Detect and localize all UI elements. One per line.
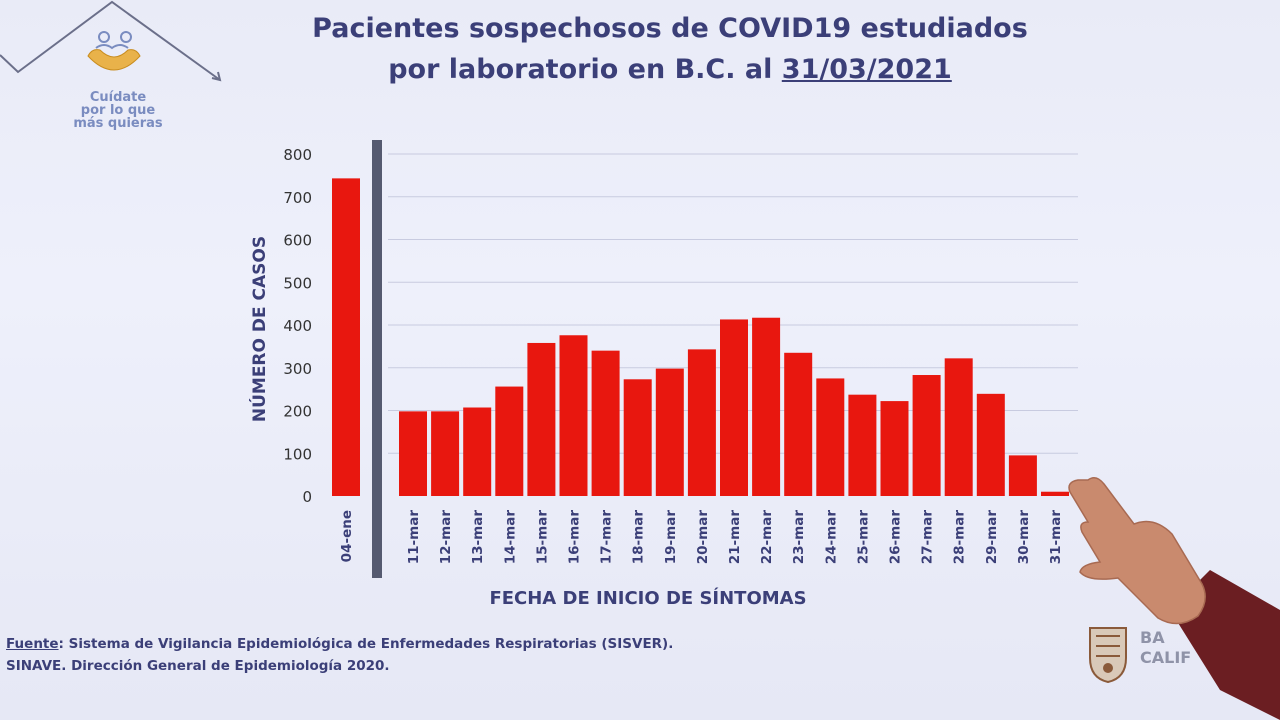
y-tick-label: 500 [283, 274, 312, 292]
y-tick-label: 0 [302, 488, 312, 506]
x-tick-label: 23-mar [791, 510, 807, 565]
y-tick-label: 400 [283, 317, 312, 335]
state-seal-icon [1089, 627, 1127, 684]
bar-29-mar [976, 393, 1005, 496]
bar-24-mar [816, 378, 845, 496]
brand-line-1: BA [1140, 628, 1165, 647]
tagline: Cuídate por lo que más quieras [58, 91, 178, 130]
bar-22-mar [752, 317, 781, 496]
x-tick-label: 13-mar [470, 510, 486, 565]
tagline-line-2: por lo que [80, 103, 156, 118]
x-tick-label: 25-mar [855, 510, 871, 565]
bar-23-mar [784, 352, 813, 496]
x-tick-label: 26-mar [888, 510, 904, 565]
x-tick-label: 18-mar [631, 510, 647, 565]
x-tick-label: 12-mar [438, 510, 454, 565]
bar-16-mar [559, 335, 588, 496]
source-note: Fuente: Sistema de Vigilancia Epidemioló… [6, 633, 673, 677]
tagline-line-3: más quieras [73, 116, 163, 131]
bar-17-mar [591, 350, 620, 496]
x-tick-label: 11-mar [406, 510, 422, 565]
x-tick-label: 19-mar [663, 510, 679, 565]
bar-04-ene [332, 178, 360, 496]
heart-hands-logo-icon [0, 0, 222, 82]
bar-26-mar [880, 401, 909, 496]
x-tick-label: 15-mar [534, 510, 550, 565]
x-tick-label: 30-mar [1016, 510, 1032, 565]
y-axis-label: NÚMERO DE CASOS [248, 236, 270, 422]
y-tick-label: 800 [283, 146, 312, 164]
source-text-1: : Sistema de Vigilancia Epidemiológica d… [58, 636, 674, 652]
source-line-1: Fuente: Sistema de Vigilancia Epidemioló… [6, 633, 673, 655]
y-tick-label: 200 [283, 403, 312, 421]
x-tick-label: 21-mar [727, 510, 743, 565]
bar-12-mar [431, 411, 460, 496]
x-axis-label: FECHA DE INICIO DE SÍNTOMAS [489, 587, 806, 609]
period-separator [372, 140, 382, 578]
x-tick-label: 31-mar [1048, 510, 1064, 565]
bar-28-mar [944, 358, 973, 496]
cuidate-logo: Cuídate por lo que más quieras [0, 0, 230, 140]
bar-21-mar [720, 319, 748, 496]
bar-30-mar [1008, 455, 1037, 496]
brand-text: BA CALIF [1140, 628, 1200, 668]
title-date: 31/03/2021 [781, 54, 952, 85]
x-tick-label: 17-mar [599, 510, 615, 565]
x-tick-label: 29-mar [984, 510, 1000, 565]
bar-chart: 0 100 200 300 400 500 600 700 800 NÚMERO DE CASOS… [248, 140, 1078, 609]
bar-31-mar [1041, 491, 1069, 496]
bar-20-mar [687, 349, 716, 496]
bar-15-mar [527, 342, 556, 496]
y-tick-label: 300 [283, 360, 312, 378]
x-tick-label: 04-ene [339, 510, 355, 562]
presenter-hand [1068, 477, 1280, 720]
x-tick-label: 28-mar [952, 510, 968, 565]
y-tick-label: 600 [283, 232, 312, 250]
bar-25-mar [848, 394, 877, 496]
bar-18-mar [623, 379, 652, 496]
x-tick-label: 22-mar [759, 510, 775, 565]
source-line-2: SINAVE. Dirección General de Epidemiolog… [6, 658, 390, 674]
title-prefix: por laboratorio en B.C. al [388, 54, 782, 85]
x-tick-label: 24-mar [823, 510, 839, 565]
brand-line-2: CALIF [1140, 648, 1192, 667]
x-tick-label: 20-mar [695, 510, 711, 565]
tagline-line-1: Cuídate [89, 90, 147, 105]
y-tick-label: 700 [283, 189, 312, 207]
source-label: Fuente [6, 636, 59, 652]
x-tick-label: 14-mar [502, 510, 518, 565]
title-line-2: por laboratorio en B.C. al 31/03/2021 [300, 49, 1040, 90]
bar-13-mar [463, 407, 492, 496]
chart-title: Pacientes sospechosos de COVID19 estudia… [300, 8, 1040, 90]
bar-11-mar [399, 411, 427, 496]
bar-14-mar [495, 386, 524, 496]
bar-27-mar [912, 375, 941, 496]
bar-19-mar [655, 368, 684, 496]
x-tick-label: 16-mar [567, 510, 583, 565]
title-line-1: Pacientes sospechosos de COVID19 estudia… [312, 13, 1028, 44]
x-tick-label: 27-mar [920, 510, 936, 565]
y-tick-label: 100 [283, 445, 312, 463]
